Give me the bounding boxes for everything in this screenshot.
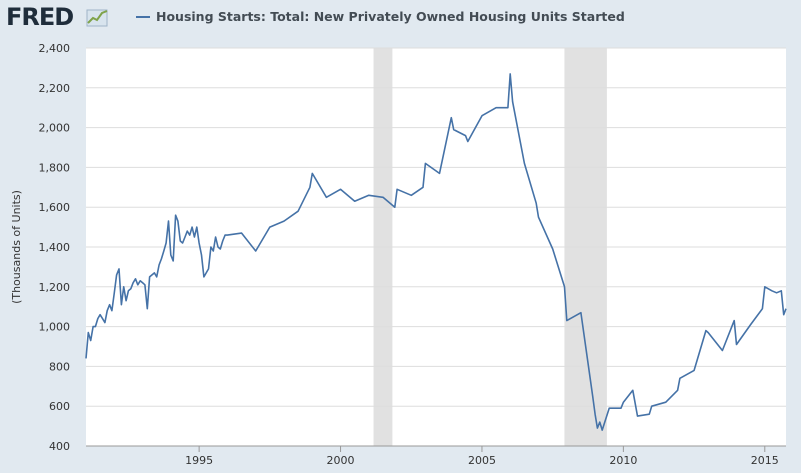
legend-swatch (136, 15, 150, 18)
y-axis-title: (Thousands of Units) (10, 190, 23, 304)
x-axis: 1995 2000 2005 2010 2015 (86, 445, 786, 467)
y-tick-label: 2,400 (39, 42, 71, 55)
chart-header: FRED Housing Starts: Total: New Privatel… (0, 0, 801, 38)
legend-label: Housing Starts: Total: New Privately Own… (156, 9, 625, 24)
x-tick-label: 2010 (609, 454, 637, 467)
legend: Housing Starts: Total: New Privately Own… (136, 9, 625, 24)
y-axis: 400 600 800 1,000 1,200 1,400 1,600 1,800 2,000 2… (39, 42, 71, 453)
y-tick-label: 2,200 (39, 82, 71, 95)
x-tick-label: 2015 (751, 454, 779, 467)
y-tick-label: 1,600 (39, 201, 71, 214)
series-line-1[interactable] (85, 73, 787, 431)
y-tick-label: 800 (49, 360, 70, 373)
y-tick-label: 1,200 (39, 281, 71, 294)
x-tick-label: 2005 (468, 454, 496, 467)
y-tick-label: 1,800 (39, 161, 71, 174)
y-tick-label: 1,400 (39, 241, 71, 254)
fred-logo[interactable]: FRED (6, 3, 74, 31)
x-tick-label: 2000 (327, 454, 355, 467)
line-chart-icon (86, 9, 108, 27)
y-tick-label: 2,000 (39, 122, 71, 135)
series-layer (85, 73, 787, 431)
y-tick-label: 400 (49, 440, 70, 453)
x-tick-label: 1995 (185, 454, 213, 467)
y-tick-label: 1,000 (39, 321, 71, 334)
y-tick-label: 600 (49, 400, 70, 413)
